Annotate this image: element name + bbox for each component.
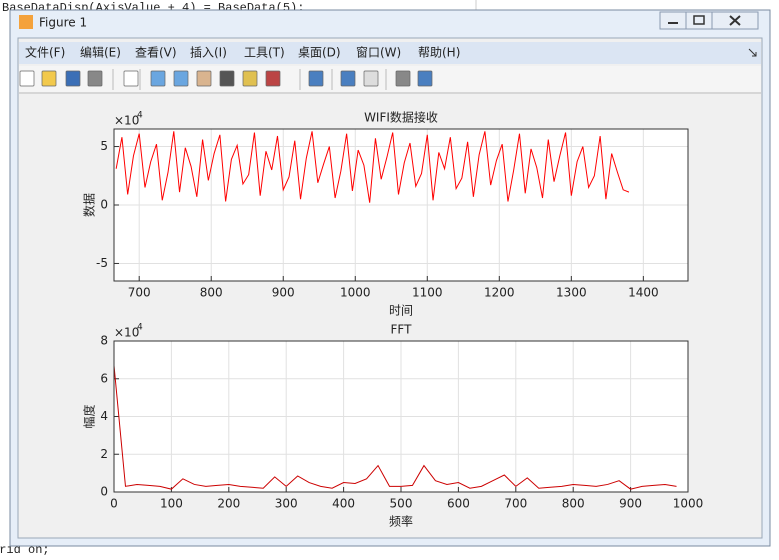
axes-box [113,340,689,493]
chart-title: WIFI数据接收 [364,110,438,125]
x-tick-label: 500 [390,497,413,511]
toolbar-button[interactable] [196,70,212,87]
maximize-button[interactable] [685,11,713,30]
y-scale-base: ×10 [114,114,139,128]
x-tick-label: 1200 [484,286,515,300]
maximize-glyph [693,15,705,25]
y-axis-label: 幅度 [82,404,97,428]
y-tick-label: 5 [100,139,108,153]
y-scale-exponent: 4 [137,111,143,121]
toolbar-button[interactable] [340,70,356,87]
menu-arrow[interactable] [748,48,757,57]
y-tick-label: 8 [100,334,108,348]
x-tick-label: 200 [217,497,240,511]
x-tick-label: 0 [110,497,118,511]
y-tick-label: 0 [100,485,108,499]
x-tick-label: 800 [562,497,585,511]
menu-item[interactable]: 工具(T) [244,46,285,60]
data-line [115,131,630,203]
menu-item[interactable]: 窗口(W) [356,46,401,60]
toolbar-button[interactable] [417,70,433,87]
minimize-button[interactable] [659,11,687,30]
x-tick-label: 1000 [340,286,371,300]
x-tick-label: 700 [128,286,151,300]
x-tick-label: 300 [275,497,298,511]
y-tick-label: 4 [100,409,108,423]
toolbar-button[interactable] [150,70,166,87]
y-tick-label: -5 [96,256,108,270]
menu-item[interactable]: 查看(V) [135,46,177,60]
toolbar-button[interactable] [41,70,57,87]
toolbar-button[interactable] [87,70,103,87]
code-line: grid on; [0,543,50,557]
toolbar [19,66,761,92]
menu-item[interactable]: 文件(F) [25,45,65,60]
chart-title: FFT [391,323,413,337]
toolbar-button[interactable] [395,70,411,87]
toolbar-button[interactable] [19,70,35,87]
menu-bar [19,42,761,64]
y-scale-base: ×10 [114,326,139,340]
y-scale-exponent: 4 [137,323,143,333]
x-axis-label: 频率 [389,514,413,529]
menu-item[interactable]: 桌面(D) [298,46,341,60]
x-tick-label: 100 [160,497,183,511]
y-tick-label: 6 [100,371,108,385]
axes-box [113,128,689,282]
y-tick-label: 2 [100,447,108,461]
x-tick-label: 900 [272,286,295,300]
x-tick-label: 600 [447,497,470,511]
x-tick-label: 1300 [556,286,587,300]
x-tick-label: 1000 [673,497,704,511]
window-title: Figure 1 [39,16,87,30]
toolbar-icons [19,69,433,90]
menu-item[interactable]: 编辑(E) [80,45,121,60]
x-tick-label: 900 [619,497,642,511]
y-tick-label: 0 [100,198,108,212]
toolbar-button[interactable] [173,70,189,87]
menu-group: 文件(F) 编辑(E) 查看(V) 插入(I) 工具(T) 桌面(D) 窗口(W) 帮助(H) [25,45,460,60]
toolbar-button[interactable] [308,70,324,87]
toolbar-button[interactable] [219,70,235,87]
toolbar-button[interactable] [363,70,379,87]
x-tick-label: 1100 [412,286,443,300]
toolbar-button[interactable] [65,70,81,87]
menu-item[interactable]: 帮助(H) [418,46,460,60]
y-axis-label: 数据 [82,193,97,217]
x-tick-label: 1400 [628,286,659,300]
data-line [113,365,677,490]
plots: 700 800 900 1000 1100 1200 1300 1400-505WIFI数据接… [82,110,704,529]
x-axis-label: 时间 [389,304,413,318]
toolbar-button[interactable] [123,70,139,87]
x-tick-label: 700 [504,497,527,511]
toolbar-button[interactable] [242,70,258,87]
menu-item[interactable]: 插入(I) [190,46,227,60]
close-glyph [729,15,741,26]
toolbar-button[interactable] [265,70,281,87]
x-tick-label: 400 [332,497,355,511]
window-icon [19,15,33,29]
x-tick-label: 800 [200,286,223,300]
